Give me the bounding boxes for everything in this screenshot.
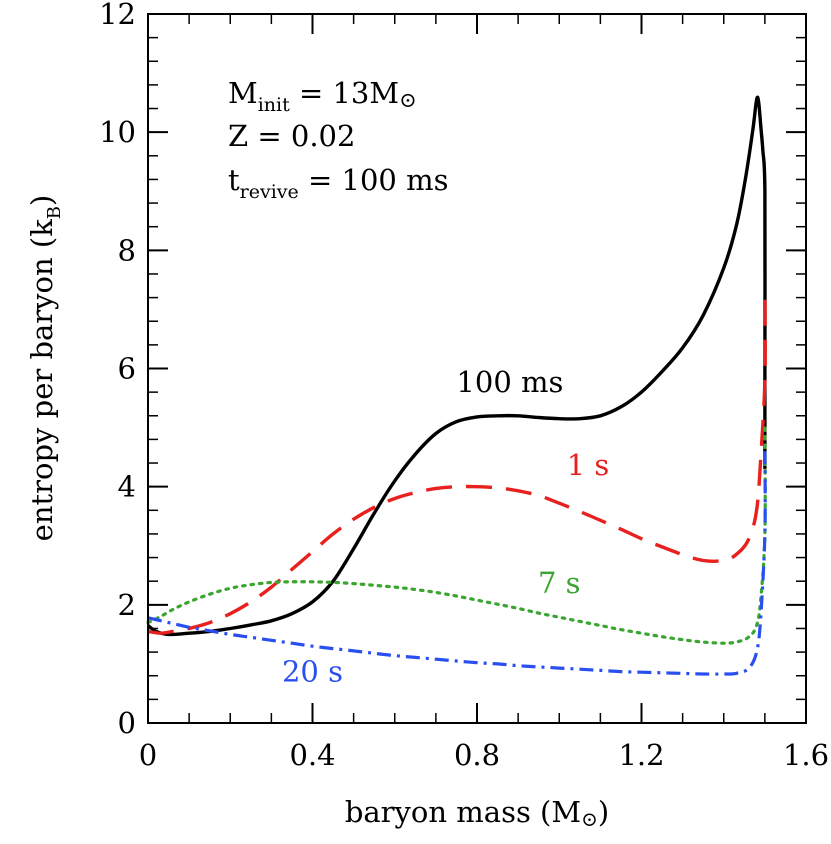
y-tick-label: 4: [118, 470, 136, 504]
series-line-100ms: [146, 95, 767, 637]
annotation-line-mass: Minit = 13M⊙: [228, 76, 417, 116]
y-tick-label: 10: [99, 115, 136, 149]
x-tick-label: 0.8: [454, 738, 500, 772]
y-tick-label: 2: [118, 588, 136, 622]
series-label-20s: 20 s: [282, 655, 343, 689]
annotation-line-revive: trevive = 100 ms: [228, 163, 448, 203]
series-label-1s: 1 s: [567, 448, 610, 482]
y-tick-label: 8: [118, 233, 136, 267]
annotation-line-metallicity: Z = 0.02: [228, 119, 355, 153]
series-label-7s: 7 s: [538, 566, 581, 600]
parameter-annotation: Minit = 13M⊙ Z = 0.02 trevive = 100 ms: [228, 76, 448, 203]
x-tick-label: 1.2: [618, 738, 664, 772]
tick-labels: 0 0.4 0.8 1.2 1.6 0 2 4 6 8 10 12: [99, 0, 829, 772]
series-line-7s: [146, 426, 767, 645]
series-labels: 100 ms 1 s 7 s 20 s: [282, 365, 609, 689]
x-tick-label: 1.6: [783, 738, 829, 772]
x-tick-label: 0: [139, 738, 157, 772]
y-tick-label: 12: [99, 0, 136, 31]
x-tick-label: 0.4: [289, 738, 335, 772]
plot-frame: [147, 13, 807, 724]
series-lines: [146, 95, 767, 676]
y-axis-title: entropy per baryon (kB): [25, 195, 65, 542]
series-label-100ms: 100 ms: [456, 365, 563, 399]
x-axis-title: baryon mass (M⊙): [345, 795, 609, 831]
series-line-20s: [147, 451, 767, 676]
series-line-1s: [147, 297, 767, 635]
y-tick-label: 0: [118, 706, 136, 740]
y-tick-label: 6: [118, 352, 136, 386]
